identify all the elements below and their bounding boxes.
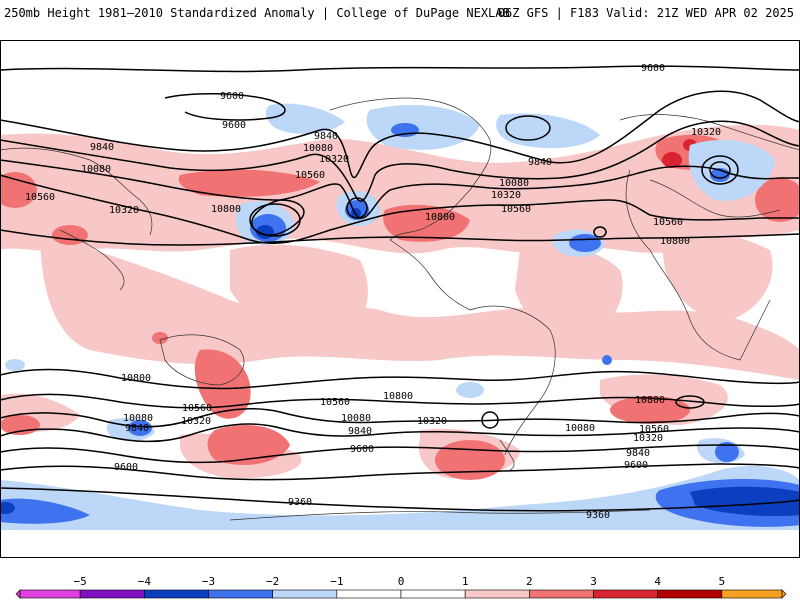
legend-swatch (721, 589, 783, 599)
contour-label: 10560 (295, 170, 325, 181)
legend-tick-label: 4 (654, 575, 661, 588)
model-run-info: 06Z GFS | F183 Valid: 21Z WED APR 02 202… (497, 6, 794, 20)
legend-swatch (400, 589, 466, 599)
legend-swatch (272, 589, 338, 599)
contour-label: 9840 (348, 426, 372, 437)
contour-label: 10080 (499, 178, 529, 189)
legend-swatch (464, 589, 530, 599)
contour-label: 10080 (341, 413, 371, 424)
contour-label: 9600 (641, 63, 665, 74)
legend-tick-label: 1 (462, 575, 469, 588)
legend-tick-label: 3 (590, 575, 597, 588)
contour-label: 10320 (181, 416, 211, 427)
legend-tick-label: −3 (202, 575, 215, 588)
contour-label: 10080 (81, 164, 111, 175)
contour-label: 9840 (314, 131, 338, 142)
contour-label: 10800 (383, 391, 413, 402)
contour-label: 10800 (211, 204, 241, 215)
contour-label: 10080 (565, 423, 595, 434)
contour-label: 9600 (220, 91, 244, 102)
contour-label: 9840 (90, 142, 114, 153)
contour-label: 10800 (121, 373, 151, 384)
legend-tick-label: 2 (526, 575, 533, 588)
map-title: 250mb Height 1981–2010 Standardized Anom… (4, 6, 510, 20)
contour-label: 9600 (114, 462, 138, 473)
contour-label: 9360 (586, 510, 610, 521)
legend-tick-labels: −5 −4 −3 −2 −1 0 1 2 3 4 5 (74, 575, 726, 588)
contour-label: 10320 (109, 205, 139, 216)
anomaly-map: 9600 9600 9600 9840 9840 9840 10080 1008… (0, 40, 800, 558)
height-contours (0, 65, 800, 512)
contour-label: 9840 (626, 448, 650, 459)
contour-label: 9600 (222, 120, 246, 131)
legend-swatch (593, 589, 658, 599)
contour-label: 10800 (425, 212, 455, 223)
map-bottom-padding (0, 530, 800, 558)
legend-tick-label: −5 (74, 575, 87, 588)
legend-tick-label: −4 (138, 575, 152, 588)
coastlines (0, 97, 800, 521)
legend-swatch (529, 589, 594, 599)
legend-tick-label: −1 (330, 575, 343, 588)
legend-swatch (657, 589, 723, 599)
contour-label: 10800 (635, 395, 665, 406)
legend-swatch (336, 589, 402, 599)
legend-swatch (19, 589, 81, 599)
positive-anomaly-light (0, 124, 800, 479)
contour-label: 9360 (288, 497, 312, 508)
contour-label: 9600 (350, 444, 374, 455)
map-header: 250mb Height 1981–2010 Standardized Anom… (0, 0, 800, 30)
legend-arrow-low (15, 589, 21, 599)
legend-swatch (144, 589, 209, 599)
contour-label: 10320 (319, 154, 349, 165)
legend-swatch (79, 589, 145, 599)
legend-arrow-high (781, 589, 787, 599)
contour-label: 10560 (653, 217, 683, 228)
contour-label: 10320 (491, 190, 521, 201)
contour-label: 10320 (417, 416, 447, 427)
legend-tick-label: −2 (266, 575, 279, 588)
contour-label: 10320 (691, 127, 721, 138)
contour-labels: 9600 9600 9600 9840 9840 9840 10080 1008… (25, 63, 721, 521)
contour-label: 9600 (624, 460, 648, 471)
contour-label: 10800 (660, 236, 690, 247)
contour-label: 9840 (528, 157, 552, 168)
legend-tick-label: 5 (719, 575, 726, 588)
contour-label: 10080 (123, 413, 153, 424)
contour-label: 10560 (25, 192, 55, 203)
color-scale-legend: −5 −4 −3 −2 −1 0 1 2 3 4 5 (15, 575, 787, 599)
contour-label: 10560 (320, 397, 350, 408)
legend-color-bar (15, 589, 787, 599)
contour-label: 9840 (125, 423, 149, 434)
contour-label: 10320 (633, 433, 663, 444)
legend-tick-label: 0 (398, 575, 405, 588)
contour-label: 10560 (639, 424, 669, 435)
contour-label: 10560 (501, 204, 531, 215)
contour-label: 10560 (182, 403, 212, 414)
contour-label: 10080 (303, 143, 333, 154)
legend-swatch (208, 589, 273, 599)
